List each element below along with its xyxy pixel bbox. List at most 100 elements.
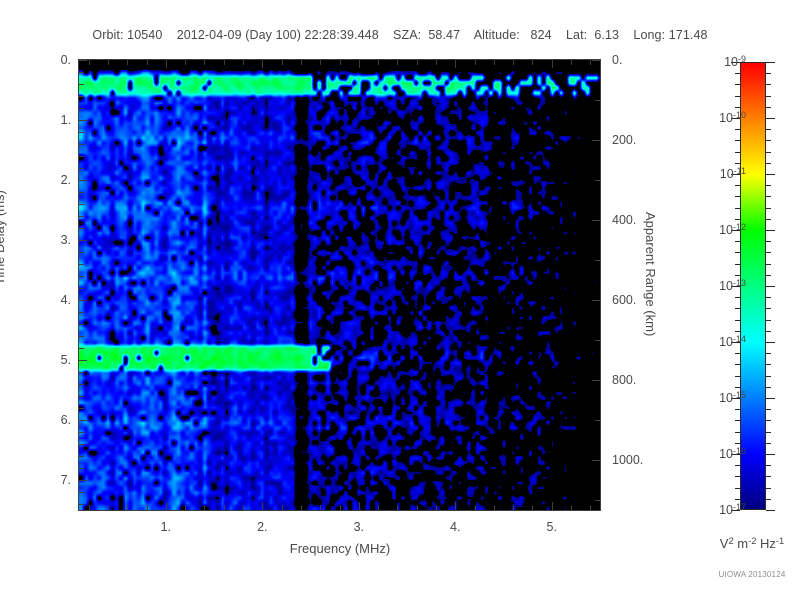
x-tick-label: 4. <box>450 520 461 534</box>
colorbar-major-tick <box>731 230 740 231</box>
x-minor-tick <box>416 505 418 510</box>
colorbar-minor-tick <box>766 196 771 198</box>
colorbar-minor-tick <box>735 241 740 243</box>
x-minor-tick-top <box>339 60 341 65</box>
colorbar-minor-tick <box>766 106 771 108</box>
colorbar-minor-tick <box>735 330 740 332</box>
x-minor-tick-top <box>590 60 592 65</box>
x-minor-tick <box>127 505 129 510</box>
y2-major-tick <box>592 300 600 301</box>
x-major-tick-top <box>551 60 553 68</box>
x-minor-tick <box>571 505 573 510</box>
x-minor-tick-top <box>513 60 515 65</box>
colorbar-minor-tick <box>735 409 740 411</box>
y-axis-title-apparent-range: Apparent Range (km) <box>643 212 658 337</box>
colorbar-minor-tick <box>766 129 771 131</box>
colorbar-tick-label: 10-15 <box>719 389 746 405</box>
y-minor-tick <box>79 432 84 433</box>
axis-line-left <box>78 60 79 511</box>
colorbar-major-tick <box>731 454 740 455</box>
y-tick-label: 3. <box>60 233 71 247</box>
x-axis-title-frequency: Frequency (MHz) <box>289 541 391 556</box>
x-major-tick <box>358 502 360 510</box>
y-minor-tick <box>79 444 84 445</box>
y2-major-tick <box>592 380 600 381</box>
colorbar-major-tick <box>731 342 740 343</box>
y2-tick-label: 200. <box>612 133 637 147</box>
colorbar-minor-tick <box>735 420 740 422</box>
colorbar-minor-tick <box>766 487 771 489</box>
y2-tick-label: 1000. <box>612 453 644 467</box>
x-minor-tick-top <box>127 60 129 65</box>
y-minor-tick <box>79 276 84 277</box>
y2-major-tick <box>592 220 600 221</box>
colorbar-major-tick <box>731 118 740 119</box>
colorbar-tick-label: 10-17 <box>719 501 746 517</box>
y2-minor-tick <box>595 100 600 101</box>
x-minor-tick <box>397 505 399 510</box>
colorbar-major-tick <box>731 174 740 175</box>
x-minor-tick-top <box>223 60 225 65</box>
x-minor-tick <box>281 505 283 510</box>
colorbar-minor-tick <box>766 353 771 355</box>
x-minor-tick <box>435 505 437 510</box>
colorbar-minor-tick <box>766 297 771 299</box>
y2-major-tick <box>592 140 600 141</box>
x-minor-tick <box>532 505 534 510</box>
colorbar-minor-tick <box>735 476 740 478</box>
colorbar-tick-label: 10-9 <box>724 53 746 69</box>
axis-line-right <box>600 60 601 511</box>
colorbar-minor-tick <box>735 498 740 500</box>
y-axis-title-time-delay: Time Delay (ms) <box>0 190 7 285</box>
y2-tick-label: 400. <box>612 213 637 227</box>
colorbar-minor-tick <box>766 95 771 97</box>
y-minor-tick <box>79 72 84 73</box>
y-minor-tick <box>79 312 84 313</box>
x-major-tick <box>551 502 553 510</box>
colorbar-minor-tick <box>766 84 771 86</box>
colorbar-major-tick <box>766 174 775 175</box>
y-minor-tick <box>79 264 84 265</box>
y-minor-tick <box>79 348 84 349</box>
colorbar-minor-tick <box>735 319 740 321</box>
x-minor-tick-top <box>88 60 90 65</box>
x-tick-label: 1. <box>160 520 172 534</box>
x-minor-tick <box>339 505 341 510</box>
colorbar-minor-tick <box>766 218 771 220</box>
x-minor-tick-top <box>204 60 206 65</box>
y-major-tick <box>79 240 87 241</box>
ionogram-plot-area <box>79 60 600 510</box>
x-minor-tick-top <box>320 60 322 65</box>
colorbar-unit-label: V2 m-2 Hz-1 <box>719 535 785 551</box>
y-tick-label: 1. <box>60 113 71 127</box>
colorbar-major-tick <box>766 398 775 399</box>
colorbar-tick-label: 10-14 <box>719 333 746 349</box>
x-minor-tick <box>513 505 515 510</box>
y-major-tick <box>79 480 87 481</box>
colorbar-minor-tick <box>735 196 740 198</box>
y-tick-label: 4. <box>60 293 71 307</box>
colorbar-minor-tick <box>766 476 771 478</box>
y-minor-tick <box>79 132 84 133</box>
x-major-tick-top <box>455 60 457 68</box>
colorbar-minor-tick <box>766 319 771 321</box>
colorbar-tick-label: 10-16 <box>719 445 746 461</box>
colorbar-minor-tick <box>735 218 740 220</box>
y2-major-tick <box>592 60 600 61</box>
colorbar-major-tick <box>766 342 775 343</box>
x-minor-tick <box>590 505 592 510</box>
x-minor-tick-top <box>435 60 437 65</box>
colorbar-major-tick <box>731 286 740 287</box>
colorbar-minor-tick <box>766 498 771 500</box>
y2-minor-tick <box>595 500 600 501</box>
colorbar-minor-tick <box>766 241 771 243</box>
colorbar-minor-tick <box>766 420 771 422</box>
y-minor-tick <box>79 384 84 385</box>
y-major-tick <box>79 60 87 61</box>
colorbar-minor-tick <box>735 151 740 153</box>
colorbar-major-tick <box>766 454 775 455</box>
colorbar-major-tick <box>731 510 740 511</box>
y2-minor-tick <box>595 180 600 181</box>
x-minor-tick <box>493 505 495 510</box>
x-major-tick-top <box>358 60 360 68</box>
